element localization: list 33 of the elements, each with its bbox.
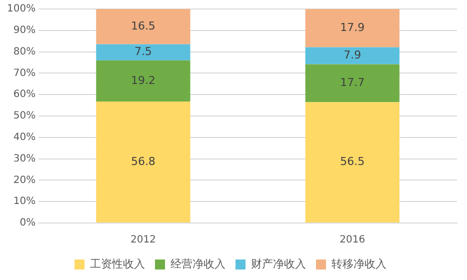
data-label: 16.5 — [130, 20, 156, 33]
data-label: 56.8 — [130, 154, 156, 168]
bar — [305, 64, 400, 102]
y-tick-label: 80% — [13, 46, 36, 58]
legend-label: 转移净收入 — [332, 257, 386, 270]
y-tick-label: 0% — [20, 218, 36, 229]
x-tick-label: 2016 — [340, 234, 366, 246]
y-tick-label: 100% — [6, 4, 36, 15]
data-label: 17.9 — [340, 21, 365, 34]
bar — [96, 44, 190, 60]
data-label: 7.5 — [134, 45, 152, 58]
data-label: 7.9 — [344, 48, 362, 62]
legend-label: 经营净收入 — [170, 257, 226, 270]
y-tick-label: 40% — [13, 132, 36, 143]
y-tick-label: 70% — [13, 68, 36, 79]
y-tick-label: 20% — [13, 174, 36, 186]
legend-label: 工资性收入 — [90, 257, 145, 270]
bar — [96, 9, 190, 44]
data-label: 56.5 — [340, 155, 365, 168]
y-tick-label: 30% — [13, 153, 36, 164]
legend-label: 财产净收入 — [251, 257, 306, 270]
bar — [305, 102, 400, 222]
y-tick-label: 90% — [13, 24, 36, 36]
y-tick-label: 60% — [13, 89, 36, 100]
data-label: 17.7 — [340, 76, 365, 90]
bar — [96, 60, 190, 102]
data-label: 19.2 — [130, 74, 156, 87]
y-tick-label: 10% — [13, 196, 36, 208]
x-tick-label: 2012 — [130, 234, 156, 246]
bar — [96, 101, 190, 222]
y-tick-label: 50% — [13, 110, 36, 122]
bar — [305, 9, 400, 48]
bar — [305, 47, 400, 64]
